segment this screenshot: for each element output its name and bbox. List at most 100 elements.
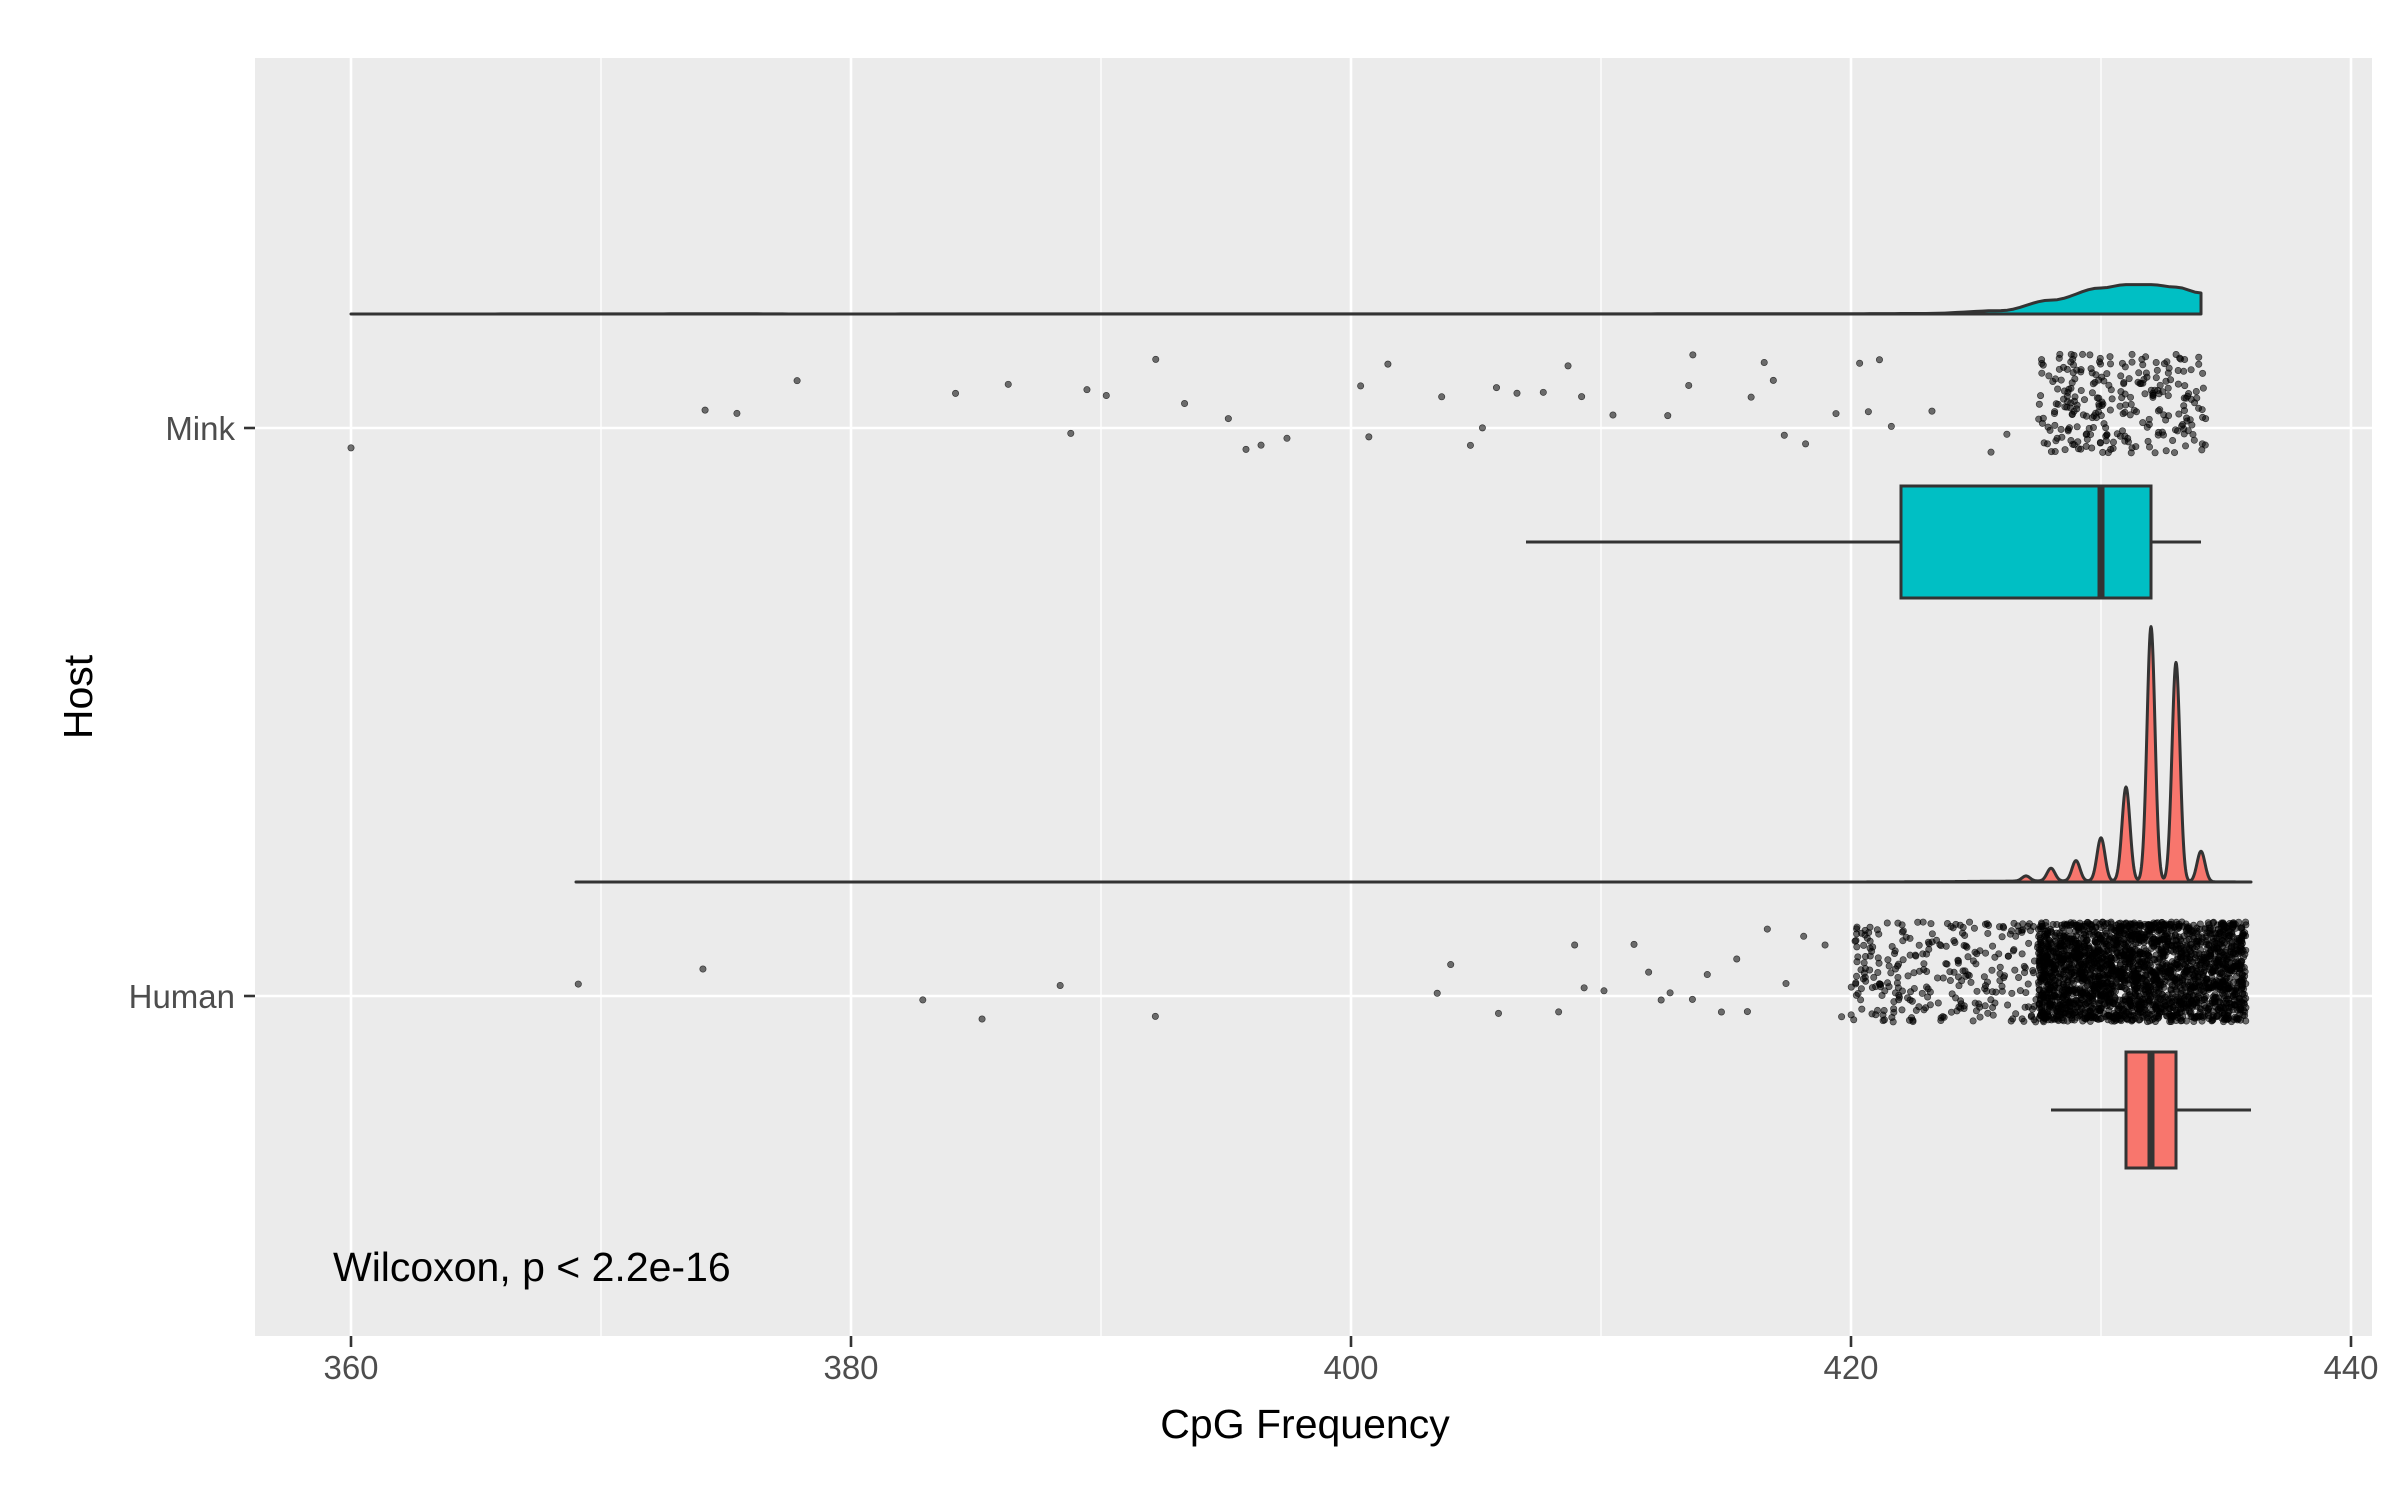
human-point	[1976, 1013, 1984, 1021]
mink-point	[1357, 382, 1365, 390]
human-point	[1853, 925, 1861, 933]
human-point	[1912, 1006, 1920, 1014]
human-point	[2114, 949, 2122, 957]
mink-point	[2175, 410, 2183, 418]
human-point	[2108, 982, 2116, 990]
human-point	[2222, 960, 2230, 968]
human-point	[2190, 973, 2198, 981]
mink-point	[1181, 400, 1189, 408]
human-point	[2240, 990, 2248, 998]
mink-point	[2077, 387, 2085, 395]
human-point	[919, 996, 927, 1004]
mink-point	[2098, 398, 2106, 406]
human-point	[1056, 981, 1064, 989]
human-point	[1876, 980, 1884, 988]
human-point	[1995, 950, 2003, 958]
human-point	[1939, 974, 1947, 982]
human-point	[1853, 943, 1861, 951]
mink-point	[2092, 409, 2100, 417]
human-point	[1494, 1009, 1502, 1017]
mink-point	[2089, 380, 2097, 388]
human-point	[2019, 920, 2027, 928]
mink-point	[2167, 376, 2175, 384]
human-point	[2007, 1017, 2015, 1025]
human-point	[2175, 999, 2183, 1007]
mink-point	[1152, 355, 1160, 363]
human-point	[1924, 938, 1932, 946]
human-point	[2045, 1002, 2053, 1010]
human-point	[2200, 966, 2208, 974]
human-point	[2125, 988, 2133, 996]
human-point	[2052, 953, 2060, 961]
mink-point	[2035, 415, 2043, 423]
mink-point	[793, 377, 801, 385]
human-point	[2109, 972, 2117, 980]
human-point	[2018, 1015, 2026, 1023]
human-point	[2057, 970, 2065, 978]
human-point	[2025, 939, 2033, 947]
mink-point	[2040, 439, 2048, 447]
mink-point	[2068, 379, 2076, 387]
human-point	[1733, 955, 1741, 963]
human-point	[1915, 941, 1923, 949]
human-point	[1580, 984, 1588, 992]
mink-point	[2051, 421, 2059, 429]
mink-point	[1747, 393, 1755, 401]
human-point	[2210, 918, 2218, 926]
mink-point	[2102, 437, 2110, 445]
human-point	[1966, 918, 1974, 926]
human-point	[1909, 1018, 1917, 1026]
mink-point	[1466, 441, 1474, 449]
human-point	[2070, 1000, 2078, 1008]
human-point	[2202, 938, 2210, 946]
human-point	[2166, 978, 2174, 986]
human-point	[2070, 935, 2078, 943]
human-point	[2024, 980, 2032, 988]
human-point	[1943, 920, 1951, 928]
human-point	[2107, 966, 2115, 974]
mink-point	[2164, 392, 2172, 400]
human-point	[1657, 996, 1665, 1004]
mink-point	[2046, 426, 2054, 434]
mink-point	[1685, 381, 1693, 389]
human-point	[2004, 1001, 2012, 1009]
human-point	[2214, 984, 2222, 992]
human-point	[1984, 929, 1992, 937]
human-point	[1924, 993, 1932, 1001]
mink-point	[2118, 427, 2126, 435]
density-layer	[349, 283, 2253, 884]
human-point	[2077, 952, 2085, 960]
human-point	[2111, 996, 2119, 1004]
mink-point	[2080, 396, 2088, 404]
human-point	[1873, 1006, 1881, 1014]
human-point	[2018, 950, 2026, 958]
mink-point	[2055, 354, 2063, 362]
human-point	[1960, 1002, 1968, 1010]
mink-point	[1257, 441, 1265, 449]
human-point	[1904, 972, 1912, 980]
human-point	[2234, 1016, 2242, 1024]
human-point	[2115, 1006, 2123, 1014]
human-point	[2218, 919, 2226, 927]
human-point	[2058, 959, 2066, 967]
axis-layer: 360 380 400 420 440 Human Mink	[129, 410, 2379, 1386]
human-point	[2238, 978, 2246, 986]
human-point	[2085, 994, 2093, 1002]
mink-point	[2106, 406, 2114, 414]
human-point	[1854, 989, 1862, 997]
human-point	[2241, 972, 2249, 980]
human-point	[2224, 1014, 2232, 1022]
human-point	[2078, 926, 2086, 934]
human-point	[2078, 969, 2086, 977]
mink-point	[2073, 423, 2081, 431]
x-tick-label: 380	[823, 1349, 878, 1386]
mink-point	[2181, 382, 2189, 390]
human-point	[2133, 1004, 2141, 1012]
human-point	[1983, 987, 1991, 995]
human-point	[1838, 1013, 1846, 1021]
mink-point	[2073, 366, 2081, 374]
human-point	[1861, 965, 1869, 973]
human-point	[1555, 1008, 1563, 1016]
human-point	[2102, 929, 2110, 937]
mink-point	[2164, 384, 2172, 392]
